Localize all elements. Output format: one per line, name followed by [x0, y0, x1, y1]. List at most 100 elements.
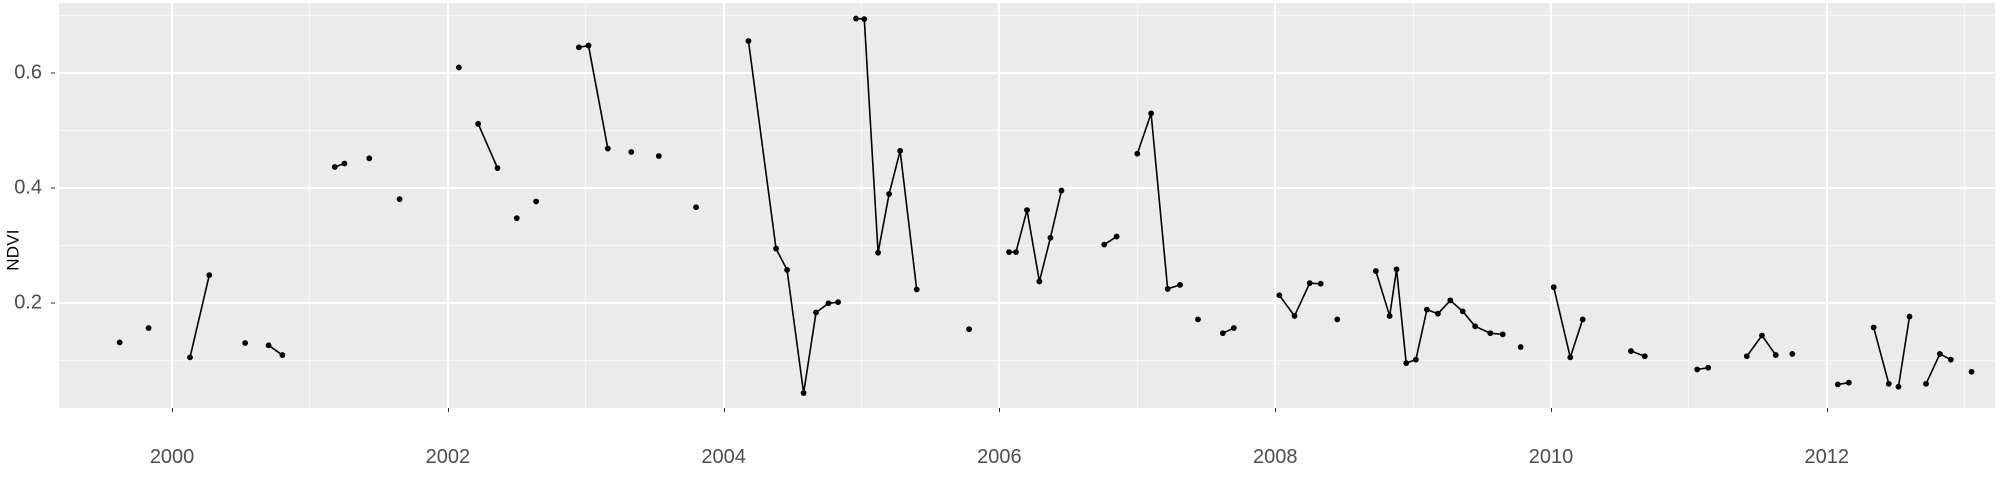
data-point: [853, 15, 859, 22]
data-point: [745, 38, 752, 44]
data-point: [1148, 110, 1154, 117]
data-point: [1628, 348, 1634, 354]
x-axis-tick-mark: [1826, 408, 1828, 412]
y-axis-tick-mark: [51, 187, 55, 189]
data-point: [1101, 241, 1108, 248]
data-line-segment: [1925, 353, 1952, 385]
data-line-segment: [855, 17, 918, 291]
data-point: [1870, 324, 1877, 331]
x-axis-tick-label: 2012: [1804, 446, 1850, 468]
data-point: [875, 249, 881, 256]
data-point: [1968, 368, 1975, 375]
gridline-major-vertical: [1274, 3, 1277, 408]
data-point: [1024, 207, 1030, 213]
data-point: [1412, 356, 1419, 363]
data-point: [1058, 187, 1065, 194]
gridline-minor-vertical: [1412, 3, 1414, 408]
x-axis-tick-label: 2004: [701, 446, 746, 468]
data-point: [475, 120, 482, 127]
data-point: [825, 300, 832, 307]
gridline-minor-vertical: [1964, 3, 1966, 408]
data-point: [455, 64, 462, 71]
data-line-segment: [578, 44, 609, 150]
data-point: [1579, 316, 1586, 323]
x-axis-tick-label: 2000: [149, 446, 195, 468]
gridline-major-vertical: [998, 3, 1001, 408]
data-point: [1834, 381, 1841, 388]
data-point: [1113, 233, 1120, 240]
gridline-major-horizontal: [59, 187, 1995, 190]
data-line-segment: [1552, 286, 1584, 359]
data-point: [1459, 308, 1466, 315]
data-point: [1499, 331, 1506, 338]
data-point: [513, 215, 520, 222]
y-axis-tick-mark: [51, 302, 55, 304]
gridline-minor-horizontal: [59, 15, 1995, 17]
gridline-major-vertical: [1549, 3, 1552, 408]
data-line-segment: [189, 274, 211, 359]
data-point: [341, 160, 348, 167]
x-axis-tick-mark: [172, 408, 174, 412]
x-axis-tick-mark: [1550, 408, 1552, 412]
data-point: [835, 299, 841, 306]
data-point: [861, 16, 868, 23]
data-point: [1276, 292, 1283, 299]
gridline-major-horizontal: [59, 72, 1995, 75]
data-point: [628, 149, 635, 155]
data-point: [1230, 325, 1237, 331]
gridline-major-horizontal: [59, 302, 1995, 305]
data-line-segment: [1745, 334, 1777, 358]
data-point: [187, 354, 193, 361]
gridline-major-vertical: [722, 3, 725, 408]
data-point: [1393, 266, 1400, 273]
data-point: [897, 147, 904, 154]
gridline-minor-vertical: [1688, 3, 1690, 408]
data-point: [1435, 310, 1441, 317]
data-point: [655, 153, 662, 159]
data-point: [1386, 313, 1393, 319]
data-point: [265, 342, 272, 349]
data-point: [1403, 360, 1410, 367]
gridline-minor-vertical: [1136, 3, 1138, 408]
data-point: [1789, 351, 1796, 357]
data-point: [1447, 297, 1454, 304]
y-axis-tick-label: 0.2: [14, 291, 42, 314]
data-point: [366, 155, 373, 162]
data-point: [966, 326, 972, 333]
data-point: [145, 325, 152, 331]
data-point: [1947, 356, 1954, 363]
data-point: [1885, 380, 1892, 387]
data-series-layer: [116, 15, 1975, 396]
data-point: [331, 164, 338, 170]
data-point: [1195, 316, 1201, 323]
data-point: [116, 339, 123, 346]
data-point: [279, 352, 286, 358]
data-point: [1705, 364, 1712, 371]
data-point: [1923, 380, 1929, 387]
data-point: [1423, 306, 1430, 313]
data-point: [1895, 383, 1902, 390]
x-axis-tick-label: 2008: [1252, 446, 1298, 468]
data-point: [773, 245, 779, 252]
data-point: [1517, 344, 1524, 350]
data-point: [1694, 366, 1701, 373]
data-point: [206, 272, 213, 279]
data-point: [693, 204, 699, 211]
data-point: [396, 196, 403, 203]
gridline-minor-horizontal: [59, 360, 1995, 362]
data-line-segment: [1136, 112, 1181, 290]
data-point: [1006, 249, 1012, 255]
x-axis-tick-mark: [723, 408, 725, 412]
data-line-segment: [1278, 282, 1322, 317]
data-point: [784, 267, 790, 273]
data-point: [1134, 150, 1141, 157]
data-point: [1772, 352, 1779, 358]
data-point: [1550, 284, 1557, 291]
data-point: [1219, 330, 1226, 337]
data-point: [242, 340, 249, 346]
gridline-minor-horizontal: [59, 130, 1995, 132]
data-point: [1472, 323, 1479, 330]
x-axis-tick-label: 2010: [1528, 446, 1574, 468]
data-point: [1372, 268, 1379, 274]
